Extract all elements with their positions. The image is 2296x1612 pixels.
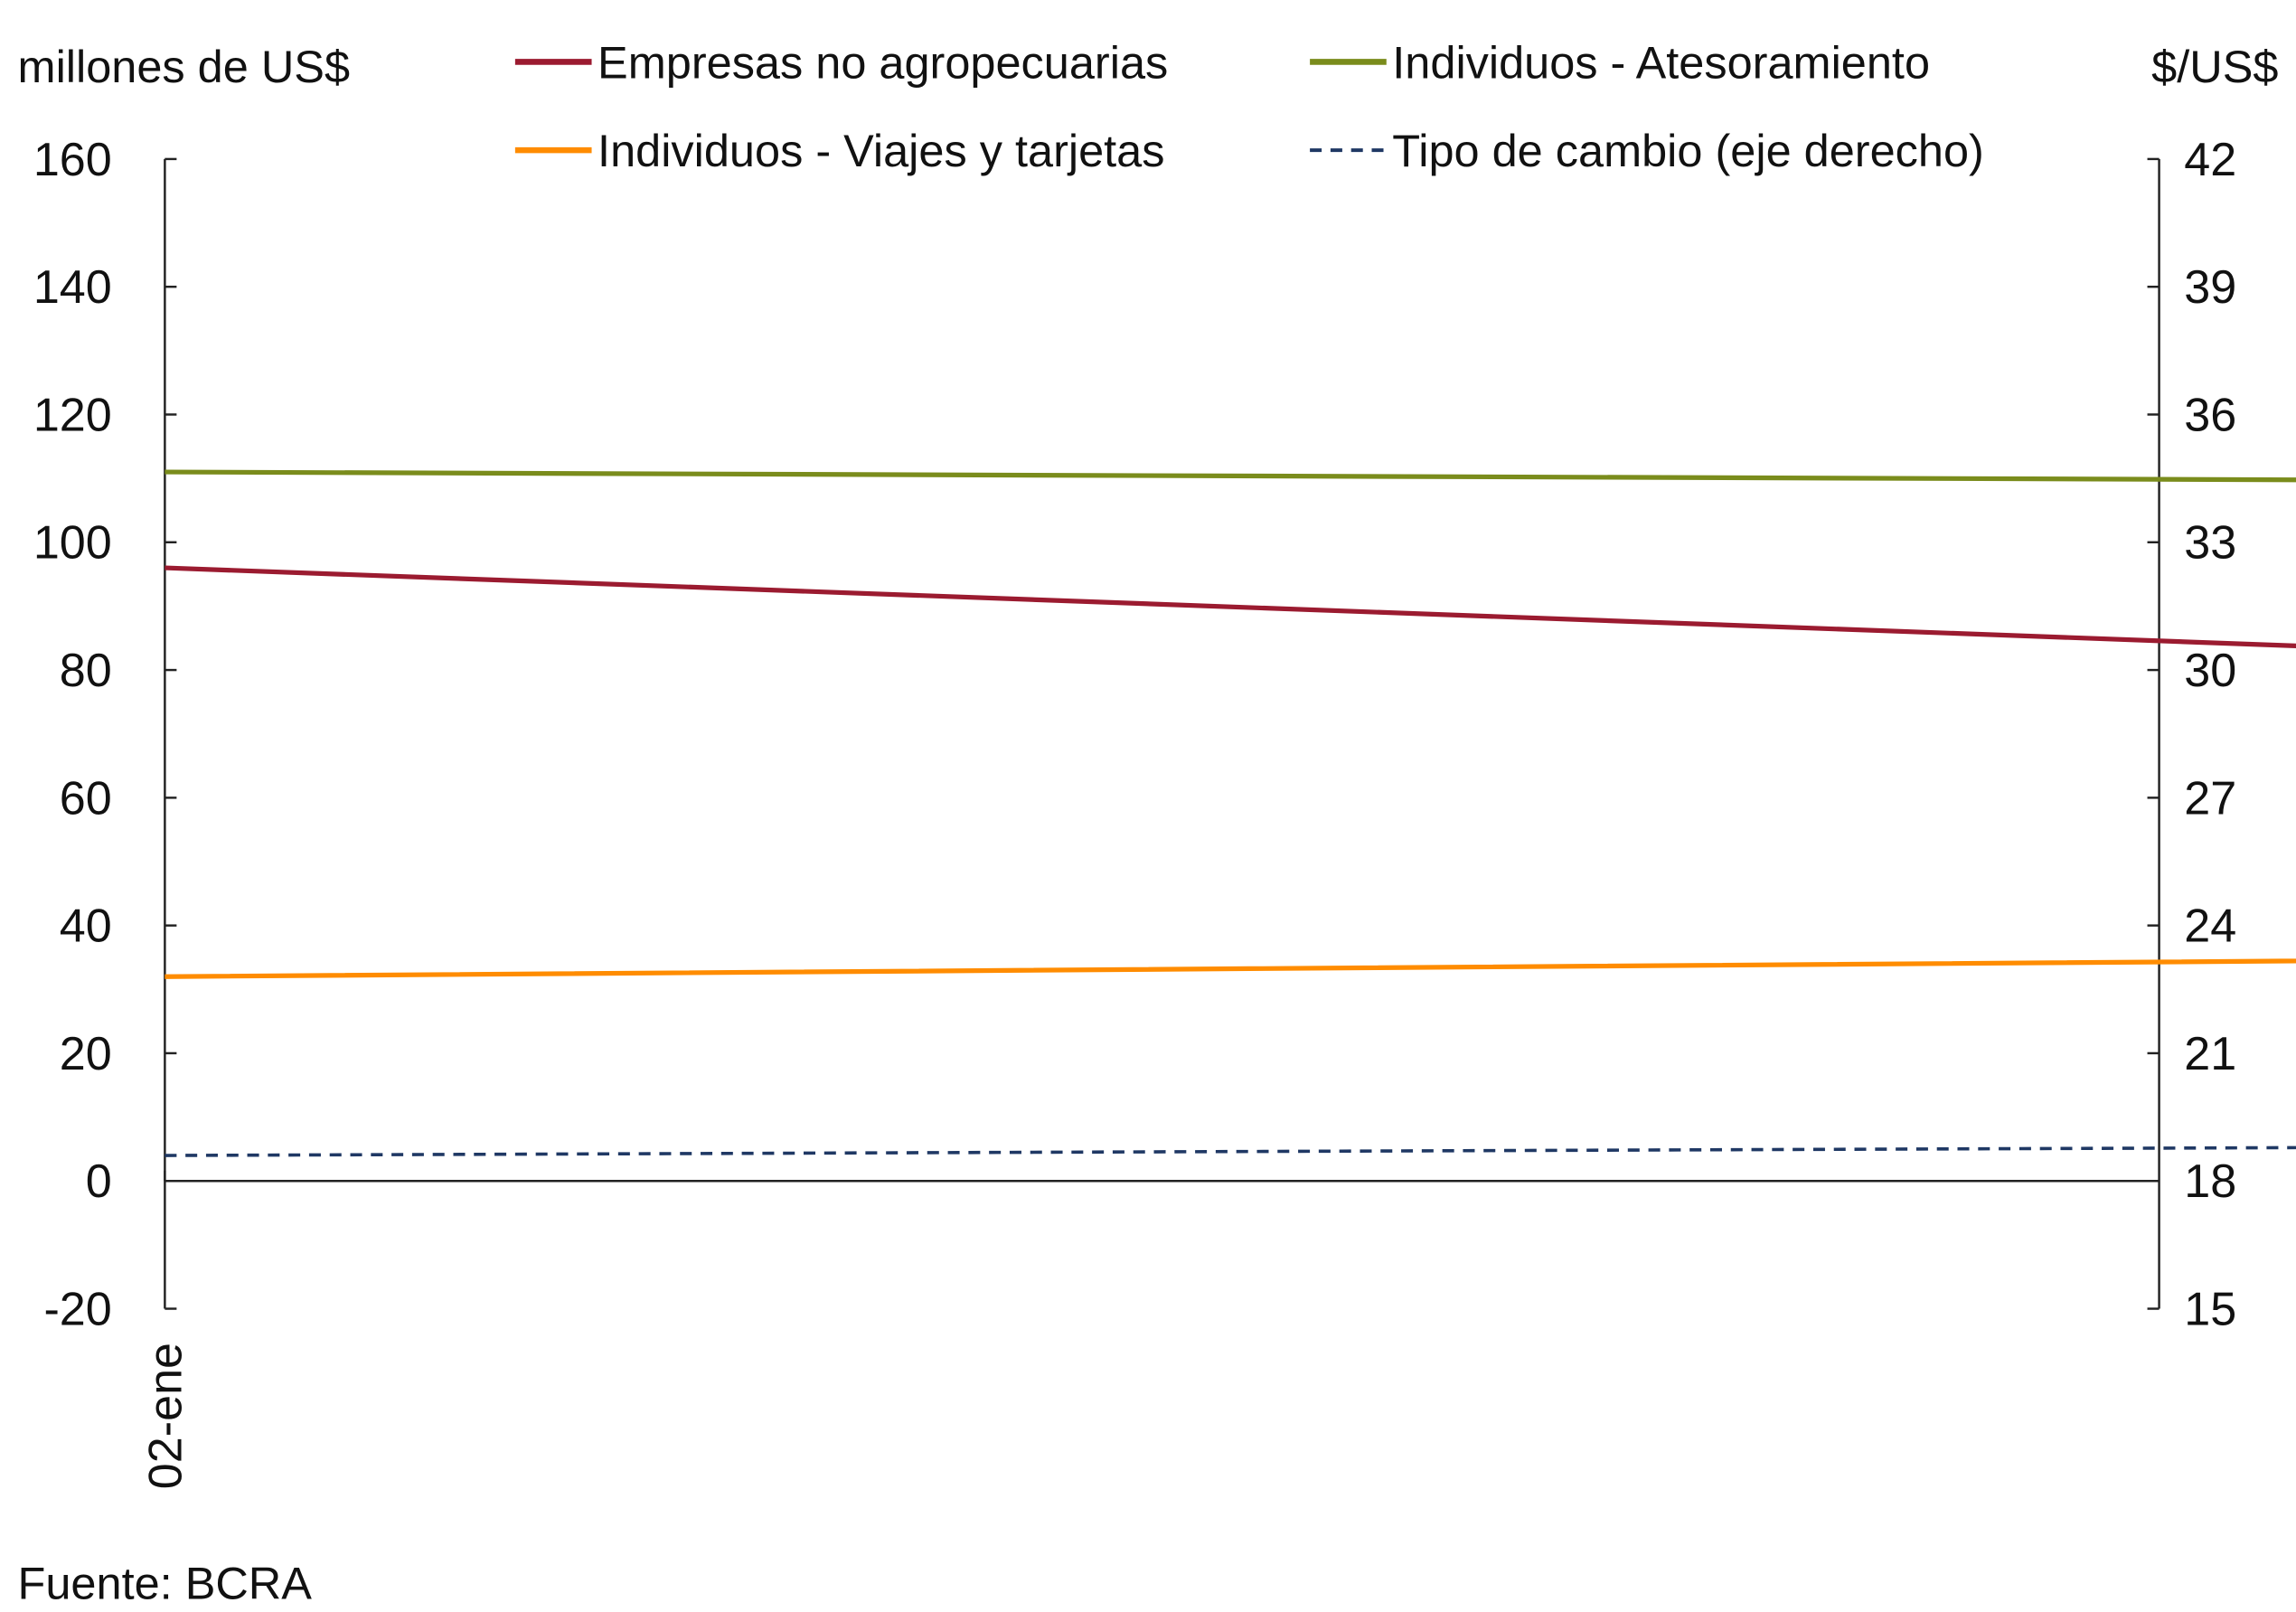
series-lines — [165, 469, 2296, 1157]
right-tick-label: 30 — [2184, 645, 2236, 697]
x-tick-label: 02-ene — [139, 1343, 192, 1489]
left-tick-label: 60 — [60, 772, 112, 825]
left-tick-label: 100 — [33, 517, 112, 570]
source-note: Fuente: BCRA — [18, 1557, 313, 1608]
right-axis-label: $/US$ — [2151, 41, 2278, 92]
right-tick-label: 15 — [2184, 1283, 2236, 1335]
right-tick-label: 42 — [2184, 134, 2236, 186]
right-tick-label: 27 — [2184, 772, 2236, 825]
right-tick-label: 21 — [2184, 1028, 2236, 1080]
legend-label: Individuos - Viajes y tarjetas — [598, 125, 1164, 176]
legend-label: Tipo de cambio (eje derecho) — [1392, 125, 1984, 176]
right-tick-label: 39 — [2184, 261, 2236, 314]
left-tick-label: 0 — [86, 1155, 112, 1208]
left-axis-label: millones de US$ — [18, 41, 350, 92]
series-line-0 — [165, 565, 2296, 648]
left-tick-label: 160 — [33, 134, 112, 186]
left-tick-label: 140 — [33, 261, 112, 314]
right-tick-label: 36 — [2184, 389, 2236, 441]
right-tick-label: 24 — [2184, 900, 2236, 953]
series-line-1 — [165, 469, 2296, 483]
left-tick-label: 40 — [60, 900, 112, 953]
legend-label: Empresas no agropecuarias — [598, 36, 1168, 88]
left-tick-label: 20 — [60, 1028, 112, 1080]
legend-label: Individuos - Atesoramiento — [1392, 36, 1930, 88]
left-tick-label: -20 — [43, 1283, 111, 1335]
series-line-2 — [165, 958, 2296, 979]
series-line-3 — [165, 1145, 2296, 1157]
right-tick-label: 33 — [2184, 517, 2236, 570]
legend: Empresas no agropecuarias Individuos - At… — [514, 36, 1984, 176]
right-tick-label: 18 — [2184, 1155, 2236, 1208]
axes: 160 140 120 100 80 60 40 20 0 -20 42 39 36 33 30 27 24 21… — [33, 134, 2236, 1489]
left-tick-label: 120 — [33, 389, 112, 441]
left-tick-label: 80 — [60, 645, 112, 697]
